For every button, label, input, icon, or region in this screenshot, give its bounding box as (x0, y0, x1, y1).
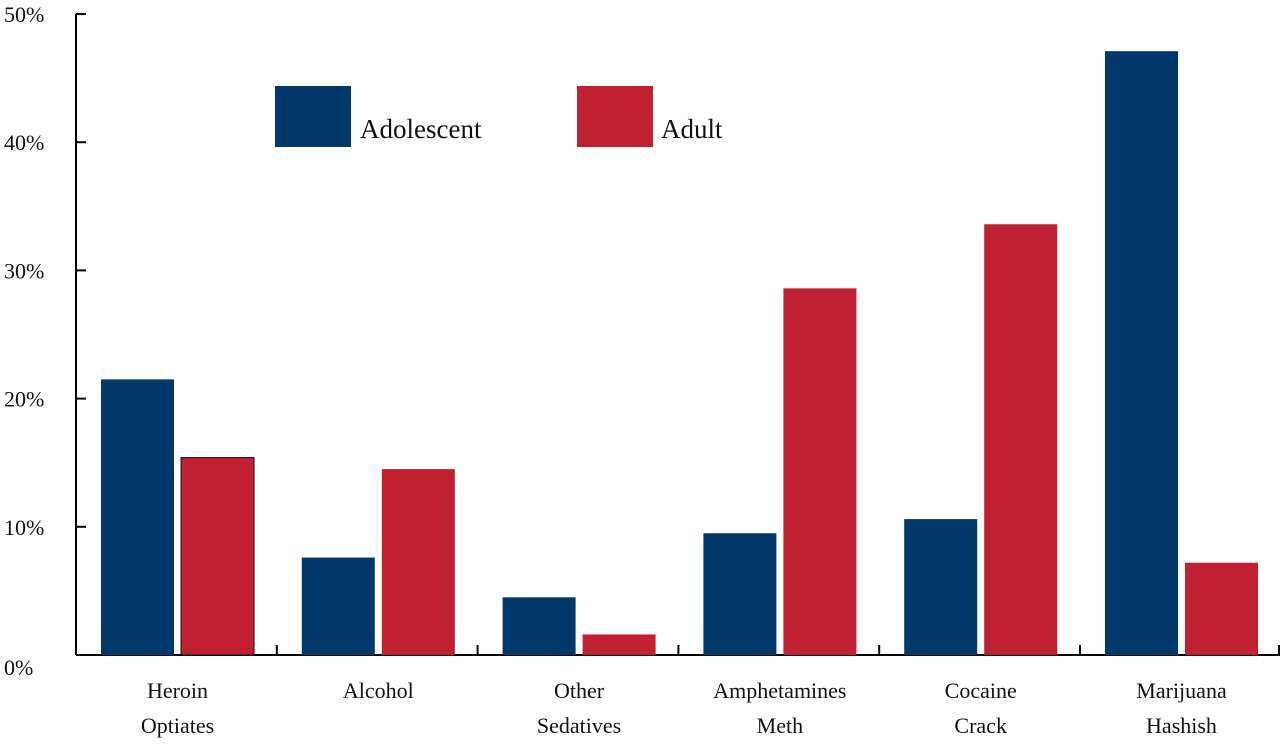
x-tick-label: Heroin Optiates (141, 678, 214, 738)
x-tick-label: Marijuana Hashish (1136, 678, 1227, 738)
bar-adult-4 (984, 224, 1058, 656)
x-tick-label: Amphetamines Meth (713, 678, 846, 738)
legend-label-adolescent: Adolescent (360, 114, 482, 144)
bar-adult-2 (582, 634, 656, 655)
bar-adolescent-0 (101, 379, 174, 655)
legend-swatch-adult (577, 86, 653, 147)
bars (101, 51, 1258, 656)
legend-swatch-adolescent (275, 86, 351, 147)
bar-adult-3 (783, 288, 857, 655)
legend-label-adult: Adult (661, 114, 723, 144)
y-tick-label: 20% (4, 387, 44, 412)
y-tick-label: 30% (4, 258, 44, 283)
x-tick-label: Other Sedatives (537, 678, 621, 738)
y-tick-label: 40% (4, 130, 44, 155)
x-tick-label: Alcohol (343, 678, 414, 703)
y-tick-label: 0% (4, 655, 33, 680)
bar-adolescent-2 (502, 597, 576, 655)
bar-adult-5 (1185, 562, 1258, 655)
bar-adult-0 (180, 457, 255, 656)
x-tick-label: Cocaine Crack (945, 678, 1017, 738)
x-tick-labels: Heroin Optiates Alcohol Other Sedatives Amphe… (141, 678, 1227, 738)
y-tick-label: 50% (4, 2, 44, 27)
legend: Adolescent Adult (275, 86, 723, 147)
x-axis (76, 645, 1280, 656)
y-tick-label: 10% (4, 515, 44, 540)
bar-adolescent-3 (703, 533, 777, 655)
bar-adolescent-1 (301, 557, 375, 655)
bar-adult-1 (381, 469, 455, 655)
y-axis: 0% 10% 20% 30% 40% 50% (4, 2, 86, 680)
bar-adolescent-5 (1105, 51, 1178, 656)
bar-adolescent-4 (904, 519, 978, 655)
